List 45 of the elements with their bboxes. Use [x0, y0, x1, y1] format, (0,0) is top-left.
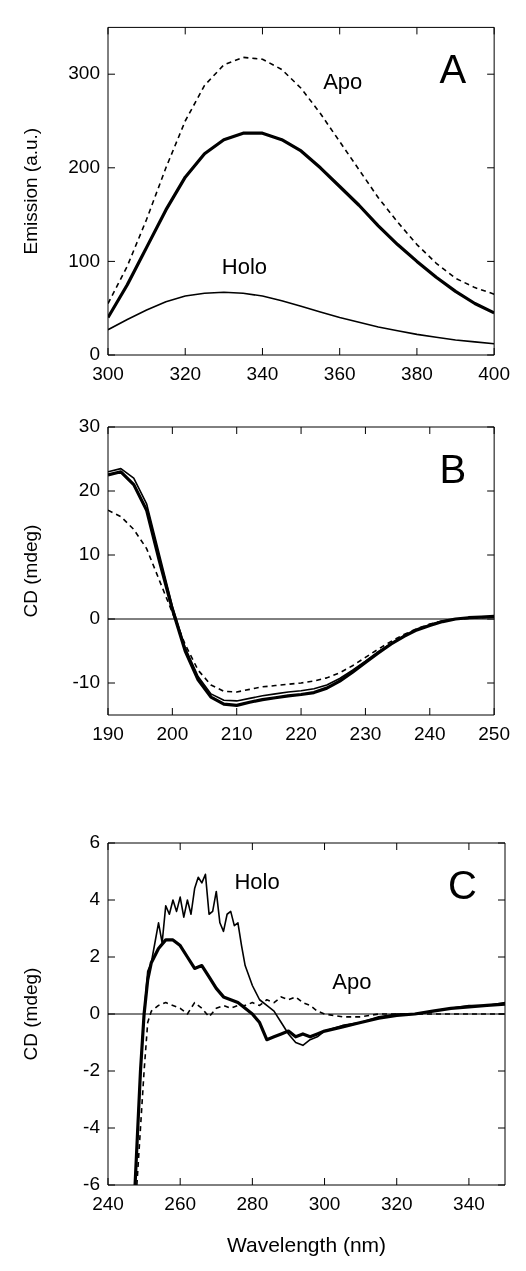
y-tick-label: 200 — [68, 156, 100, 178]
y-tick-label: -2 — [83, 1059, 100, 1081]
x-tick-label: 400 — [478, 362, 510, 384]
x-tick-label: 320 — [169, 362, 202, 384]
y-axis-title: CD (mdeg) — [19, 524, 41, 618]
annotation: A — [439, 47, 467, 92]
y-tick-label: 0 — [89, 1002, 100, 1024]
y-tick-label: 10 — [78, 543, 100, 565]
series-label: Holo — [221, 254, 268, 280]
x-tick-label: 360 — [323, 362, 356, 384]
series-label: Apo — [323, 69, 363, 95]
y-tick-label: 20 — [78, 479, 100, 501]
y-tick-label: 0 — [89, 607, 100, 629]
x-tick-label: 250 — [478, 722, 510, 744]
x-tick-label: 220 — [285, 722, 317, 744]
x-tick-label: 200 — [156, 722, 189, 744]
x-tick-label: 240 — [413, 722, 446, 744]
y-tick-label: -10 — [72, 671, 100, 693]
y-axis-title: Emission (a.u.) — [19, 127, 41, 255]
y-tick-label: 4 — [89, 888, 101, 910]
x-tick-label: 190 — [92, 722, 124, 744]
y-tick-label: 2 — [89, 945, 100, 967]
annotation: B — [439, 447, 467, 492]
x-tick-label: 260 — [164, 1192, 197, 1214]
y-tick-label: 300 — [68, 62, 100, 84]
legend-label: Holo — [234, 869, 280, 895]
y-tick-label: 6 — [89, 831, 100, 853]
x-tick-label: 340 — [453, 1192, 485, 1214]
x-tick-label: 320 — [380, 1192, 413, 1214]
x-tick-label: 230 — [349, 722, 382, 744]
x-tick-label: 210 — [220, 722, 253, 744]
x-tick-label: 240 — [92, 1192, 124, 1214]
y-tick-label: 100 — [68, 249, 100, 271]
y-tick-label: -4 — [83, 1116, 101, 1138]
x-tick-label: 380 — [401, 362, 433, 384]
y-tick-label: -6 — [83, 1173, 100, 1195]
annotation: C — [448, 863, 477, 908]
series-label: Apo — [332, 968, 372, 994]
x-tick-label: 340 — [246, 362, 279, 384]
y-axis-title: CD (mdeg) — [19, 967, 41, 1061]
x-axis-title: Wavelength (nm) — [226, 1233, 387, 1257]
x-tick-label: 280 — [236, 1192, 269, 1214]
x-tick-label: 300 — [308, 1192, 341, 1214]
y-tick-label: 0 — [89, 343, 100, 365]
y-tick-label: 30 — [78, 415, 100, 437]
